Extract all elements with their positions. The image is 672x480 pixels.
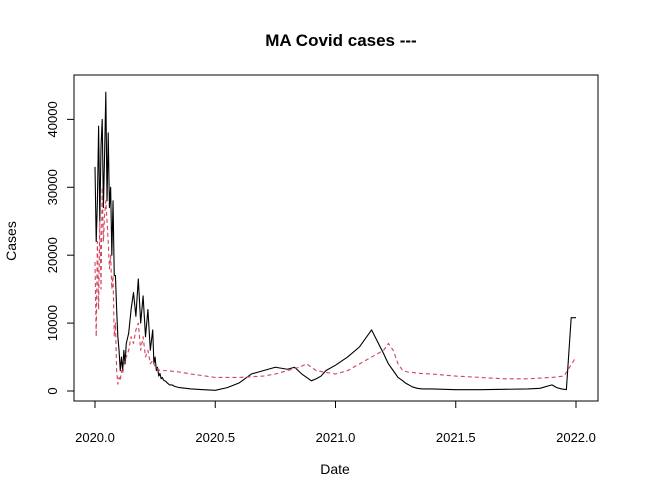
y-tick-label: 0 (45, 387, 60, 394)
y-axis: 0 10000 20000 30000 40000 (45, 101, 75, 395)
plot-frame (73, 74, 599, 402)
x-tick-label: 2020.0 (75, 430, 115, 445)
series-line-2 (94, 186, 577, 385)
y-tick-label: 30000 (45, 169, 60, 205)
x-tick-label: 2020.5 (195, 430, 235, 445)
x-tick-label: 2021.5 (436, 430, 476, 445)
y-axis-label: Cases (3, 221, 19, 261)
y-tick-label: 40000 (45, 101, 60, 137)
y-tick-label: 10000 (45, 305, 60, 341)
x-axis-label: Date (320, 461, 350, 477)
x-axis: 2020.0 2020.5 2021.0 2021.5 2022.0 (75, 400, 596, 445)
x-tick-label: 2021.0 (316, 430, 356, 445)
chart-title: MA Covid cases --- (265, 31, 416, 50)
x-tick-label: 2022.0 (556, 430, 596, 445)
series-line-1 (94, 91, 576, 391)
series-layer (94, 91, 577, 391)
y-tick-label: 20000 (45, 237, 60, 273)
